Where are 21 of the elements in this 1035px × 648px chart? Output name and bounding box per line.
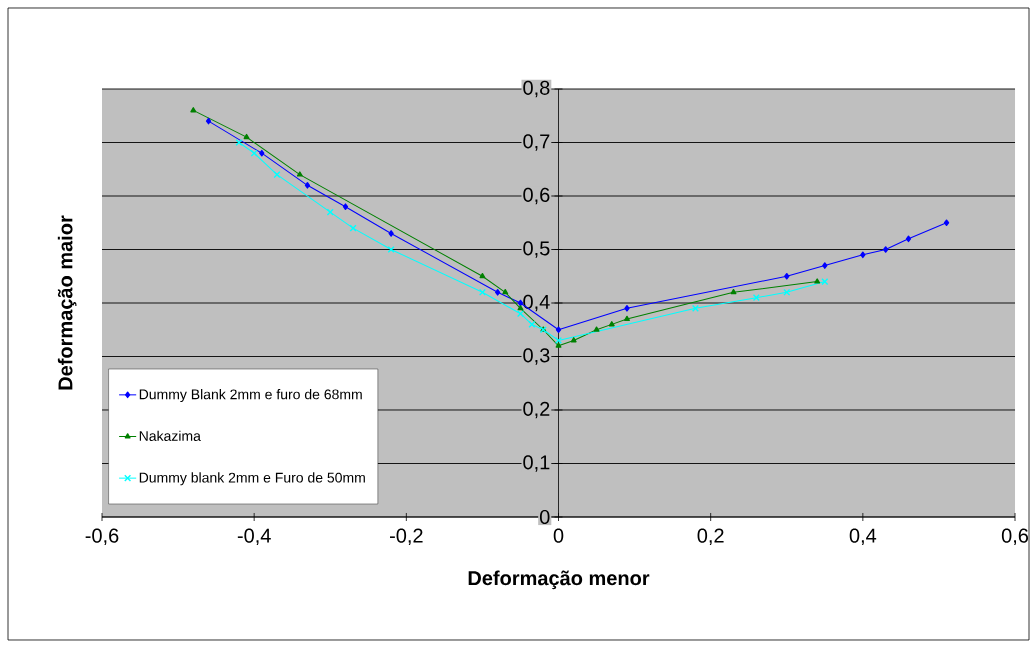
x-tick-label: -0,2 <box>390 528 423 546</box>
x-tick-label: -0,4 <box>237 528 271 546</box>
y-tick-label: 0,6 <box>523 187 550 205</box>
x-tick-label: 0,6 <box>1001 528 1029 546</box>
y-axis-title: Deformação maior <box>57 215 77 390</box>
x-tick-label: 0,2 <box>697 528 724 546</box>
y-tick-label: 0,3 <box>523 348 550 365</box>
y-tick-label: 0,7 <box>523 134 550 151</box>
legend-label: Nakazima <box>139 430 201 441</box>
y-tick-label: 0,8 <box>523 80 550 98</box>
y-tick-label: 0,4 <box>523 294 550 312</box>
x-tick-label: -0,6 <box>85 528 119 546</box>
y-tick-label: 0,5 <box>523 241 550 258</box>
x-tick-label: 0,4 <box>849 528 877 546</box>
x-tick-label: 0 <box>553 528 564 543</box>
y-tick-label: 0 <box>539 509 550 525</box>
x-axis-title: Deformação menor <box>468 570 650 590</box>
legend-label: Dummy blank 2mm e Furo de 50mm <box>139 472 365 486</box>
y-tick-label: 0,1 <box>523 455 550 472</box>
legend-label: Dummy Blank 2mm e furo de 68mm <box>139 389 362 403</box>
y-tick-label: 0,2 <box>523 401 550 419</box>
